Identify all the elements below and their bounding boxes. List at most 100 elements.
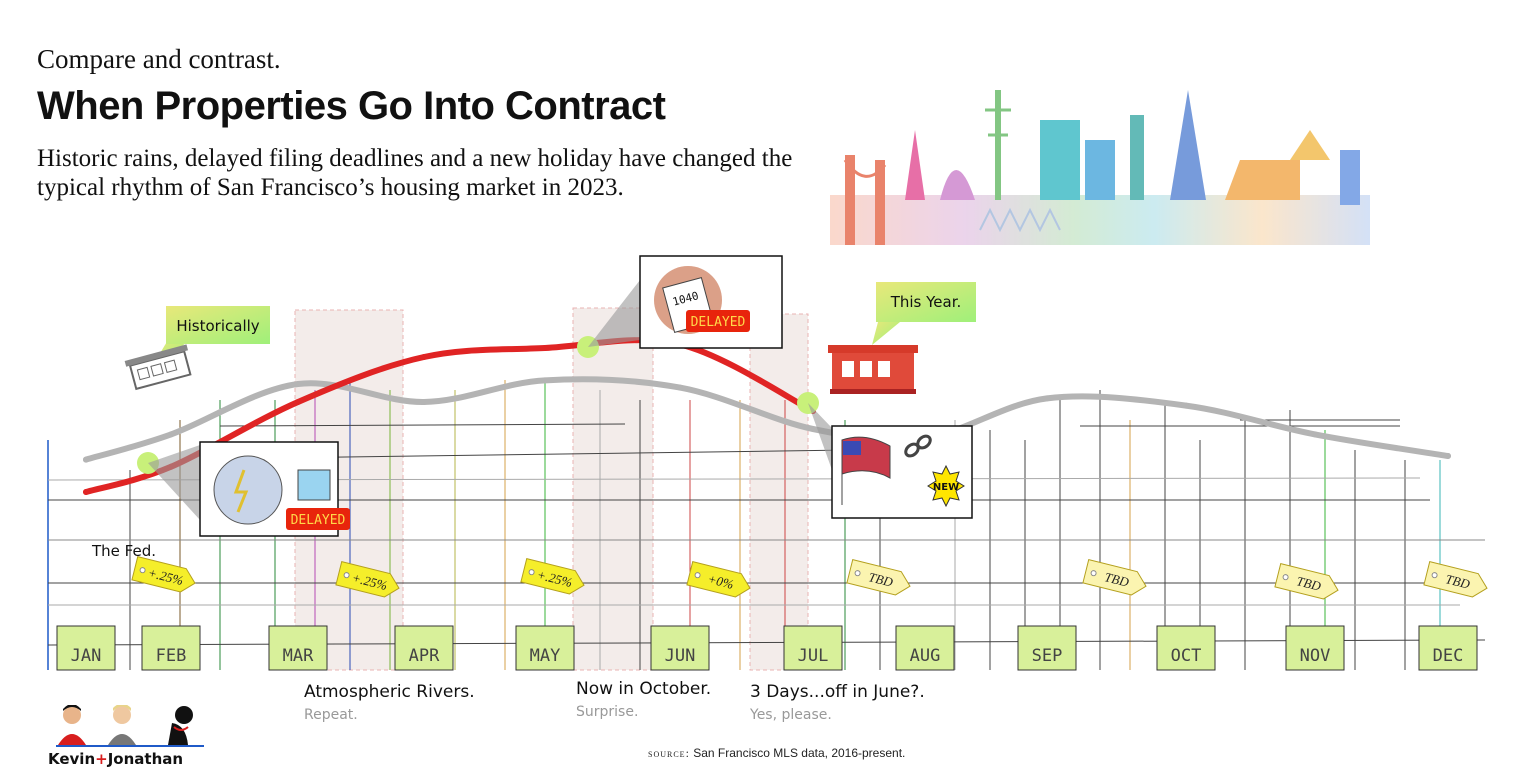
month-labels: JAN FEB MAR APR MAY JUN JUL AUG SEP OCT NOV DEC xyxy=(56,625,1478,671)
pointer-feb xyxy=(148,445,200,520)
svg-text:APR: APR xyxy=(409,646,440,666)
annotation-three-days: 3 Days...off in June?. Yes, please. xyxy=(750,681,930,726)
fed-tag-label-7: TBD xyxy=(1295,573,1323,594)
source-note: source: San Francisco MLS data, 2016-pre… xyxy=(648,746,905,761)
fed-tag-4: +0% xyxy=(686,560,751,598)
callout-tax-box: 1040 DELAYED xyxy=(639,255,783,349)
source-text: San Francisco MLS data, 2016-present. xyxy=(693,746,906,760)
callout-storm-box: DELAYED xyxy=(199,441,350,537)
month-label-aug: AUG xyxy=(895,625,955,671)
brand-name-jonathan: Jonathan xyxy=(107,750,184,768)
new-burst-icon xyxy=(927,464,965,508)
svg-text:SEP: SEP xyxy=(1032,646,1063,666)
storm-cloud-icon xyxy=(213,455,283,525)
annotation-1-main: Atmospheric Rivers. xyxy=(304,682,475,702)
annotation-2-soft: Surprise. xyxy=(576,704,639,720)
pointer-jul xyxy=(808,403,832,470)
annotation-3-soft: Yes, please. xyxy=(750,707,832,723)
cable-car-red-icon xyxy=(828,345,918,394)
fed-label: The Fed. xyxy=(91,542,156,560)
point-this_year-may xyxy=(542,345,548,351)
annotation-1-soft: Repeat. xyxy=(304,707,358,723)
month-label-nov: NOV xyxy=(1285,625,1345,671)
dog-icon xyxy=(168,706,193,745)
svg-text:OCT: OCT xyxy=(1171,646,1202,666)
fed-tag-label-4: +0% xyxy=(706,571,735,592)
point-historical-feb xyxy=(168,431,174,438)
chart-kicker: Compare and contrast. xyxy=(37,44,281,74)
month-label-sep: SEP xyxy=(1017,625,1077,671)
point-historical-jul xyxy=(810,426,816,432)
fed-tag-7: TBD xyxy=(1274,562,1339,600)
svg-text:DEC: DEC xyxy=(1433,646,1464,666)
fed-tag-label-6: TBD xyxy=(1103,569,1131,590)
svg-text:FEB: FEB xyxy=(156,646,187,666)
decorative-grid xyxy=(47,380,1486,670)
callout-this-year-text: This Year. xyxy=(890,293,962,311)
svg-text:JUL: JUL xyxy=(798,646,829,666)
point-this_year-apr xyxy=(421,354,427,360)
brand-avatars xyxy=(56,703,206,749)
delayed-badge-2: DELAYED xyxy=(691,315,746,330)
point-historical-nov xyxy=(1312,431,1318,438)
skyline-illustration xyxy=(830,90,1370,245)
point-this_year-mar xyxy=(295,399,301,405)
svg-text:JUN: JUN xyxy=(665,646,696,666)
brand-name-kevin: Kevin xyxy=(48,750,96,768)
svg-text:AUG: AUG xyxy=(910,646,941,666)
point-historical-mar xyxy=(295,381,301,387)
brand-plus: + xyxy=(95,750,108,768)
callout-holiday-box: NEW xyxy=(831,425,973,519)
point-historical-oct xyxy=(1183,402,1189,409)
month-label-dec: DEC xyxy=(1418,625,1478,671)
month-label-jun: JUN xyxy=(650,625,710,671)
month-label-jan: JAN xyxy=(56,625,116,671)
pointer-this-year xyxy=(872,322,900,345)
link-icon xyxy=(904,434,932,458)
pointer-may xyxy=(588,280,640,347)
chart-subtitle: Historic rains, delayed filing deadlines… xyxy=(37,145,793,201)
source-label: source: xyxy=(648,746,690,760)
callout-this-year-box xyxy=(876,282,976,322)
point-historical-sep xyxy=(1044,395,1050,402)
callout-historically-box xyxy=(166,306,270,344)
avatar-kevin-icon xyxy=(58,704,86,745)
svg-text:MAR: MAR xyxy=(283,646,314,666)
month-label-oct: OCT xyxy=(1156,625,1216,671)
data-points xyxy=(83,341,1451,495)
fed-tag-label-8: TBD xyxy=(1444,571,1472,592)
month-label-mar: MAR xyxy=(268,625,328,671)
annotation-3-main: 3 Days...off in June?. xyxy=(750,682,925,702)
fed-rate-tags: +.25% +.25% +.25% +0% TBD TBD TBD TBD xyxy=(131,555,1488,600)
point-historical-dec xyxy=(1445,453,1451,459)
fed-tag-label-5: TBD xyxy=(867,569,895,590)
callout-historically-text: Historically xyxy=(176,317,259,335)
fed-tag-1: +.25% xyxy=(131,555,196,593)
svg-text:JAN: JAN xyxy=(71,646,102,666)
brand-name: Kevin+Jonathan xyxy=(48,750,183,768)
annotation-2-main: Now in October. xyxy=(576,679,712,699)
point-this_year-jan xyxy=(83,489,89,495)
new-badge-text: NEW xyxy=(933,482,959,493)
svg-text:NOV: NOV xyxy=(1300,646,1331,666)
point-historical-jun xyxy=(677,384,683,391)
cable-car-gray-icon xyxy=(124,344,192,391)
svg-text:MAY: MAY xyxy=(530,646,561,666)
month-label-feb: FEB xyxy=(141,625,201,671)
fed-tag-2: +.25% xyxy=(335,560,400,598)
point-historical-apr xyxy=(421,399,427,405)
month-label-jul: JUL xyxy=(783,625,843,671)
fed-tag-5: TBD xyxy=(846,558,911,596)
chart-title: When Properties Go Into Contract xyxy=(37,84,666,128)
month-label-may: MAY xyxy=(515,625,575,671)
delayed-badge-1: DELAYED xyxy=(291,513,346,528)
point-historical-may xyxy=(542,377,548,384)
fed-tag-8: TBD xyxy=(1423,560,1488,598)
point-historical-jan xyxy=(83,456,89,463)
month-label-apr: APR xyxy=(394,625,454,671)
fed-tag-6: TBD xyxy=(1082,558,1147,596)
fed-tag-3: +.25% xyxy=(520,557,585,595)
annotation-atmospheric-rivers: Atmospheric Rivers. Repeat. xyxy=(304,681,484,726)
avatar-jonathan-icon xyxy=(108,703,136,745)
